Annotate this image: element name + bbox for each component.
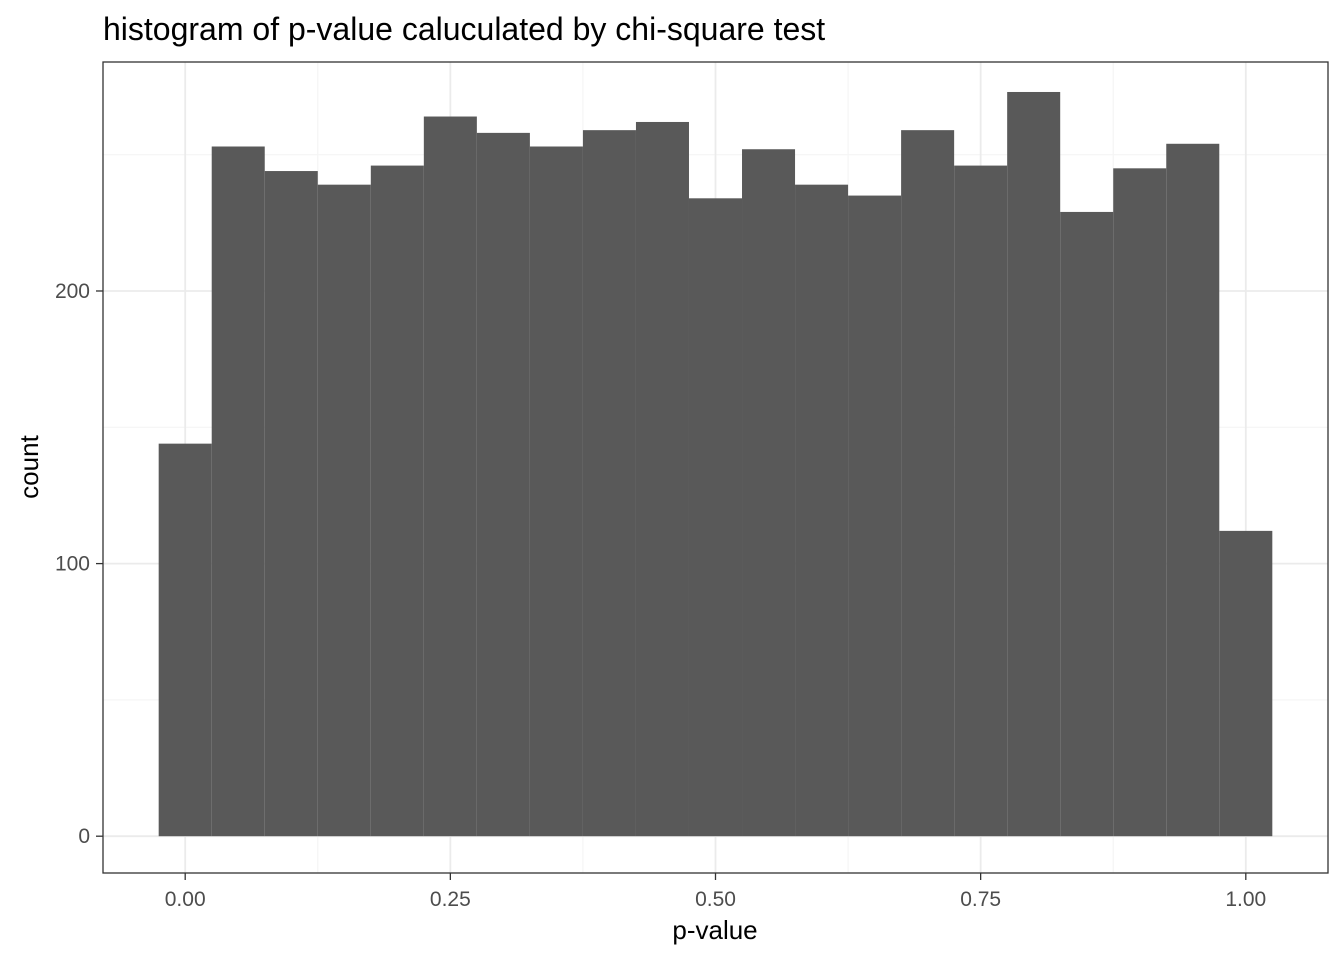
- histogram-bar: [423, 116, 477, 837]
- histogram-bar: [1060, 211, 1114, 837]
- histogram-bar: [1166, 143, 1220, 837]
- y-axis: 0 100 200: [55, 280, 103, 848]
- x-tick-label: 0.00: [165, 888, 206, 911]
- histogram-bar: [848, 195, 902, 837]
- y-tick-label: 0: [78, 825, 90, 848]
- histogram-bar: [529, 146, 583, 837]
- histogram-bar: [317, 184, 371, 837]
- histogram-bar: [264, 171, 318, 837]
- histogram-bar: [211, 146, 265, 837]
- histogram-bar: [742, 149, 796, 837]
- y-axis-title: count: [14, 434, 44, 498]
- chart-title: histogram of p-value caluculated by chi-…: [103, 11, 825, 47]
- x-tick-label: 1.00: [1225, 888, 1266, 911]
- x-tick-label: 0.75: [960, 888, 1001, 911]
- histogram-bar: [1219, 530, 1273, 837]
- y-tick-label: 100: [55, 553, 90, 576]
- histogram-bar: [795, 184, 849, 837]
- histogram-bars: [158, 91, 1273, 837]
- x-axis: 0.00 0.25 0.50 0.75 1.00: [165, 873, 1266, 911]
- histogram-bar: [1007, 91, 1061, 837]
- histogram-bar: [688, 198, 743, 837]
- histogram-bar: [582, 130, 636, 837]
- x-tick-label: 0.25: [430, 888, 471, 911]
- histogram-bar: [1113, 168, 1167, 837]
- histogram-bar: [954, 165, 1008, 837]
- y-tick-label: 200: [55, 280, 90, 303]
- histogram-bar: [476, 132, 530, 837]
- histogram-bar: [901, 130, 955, 837]
- x-axis-title: p-value: [672, 915, 757, 945]
- histogram-bar: [370, 165, 424, 837]
- histogram-bar: [635, 121, 689, 837]
- x-tick-label: 0.50: [695, 888, 736, 911]
- histogram-bar: [158, 443, 212, 837]
